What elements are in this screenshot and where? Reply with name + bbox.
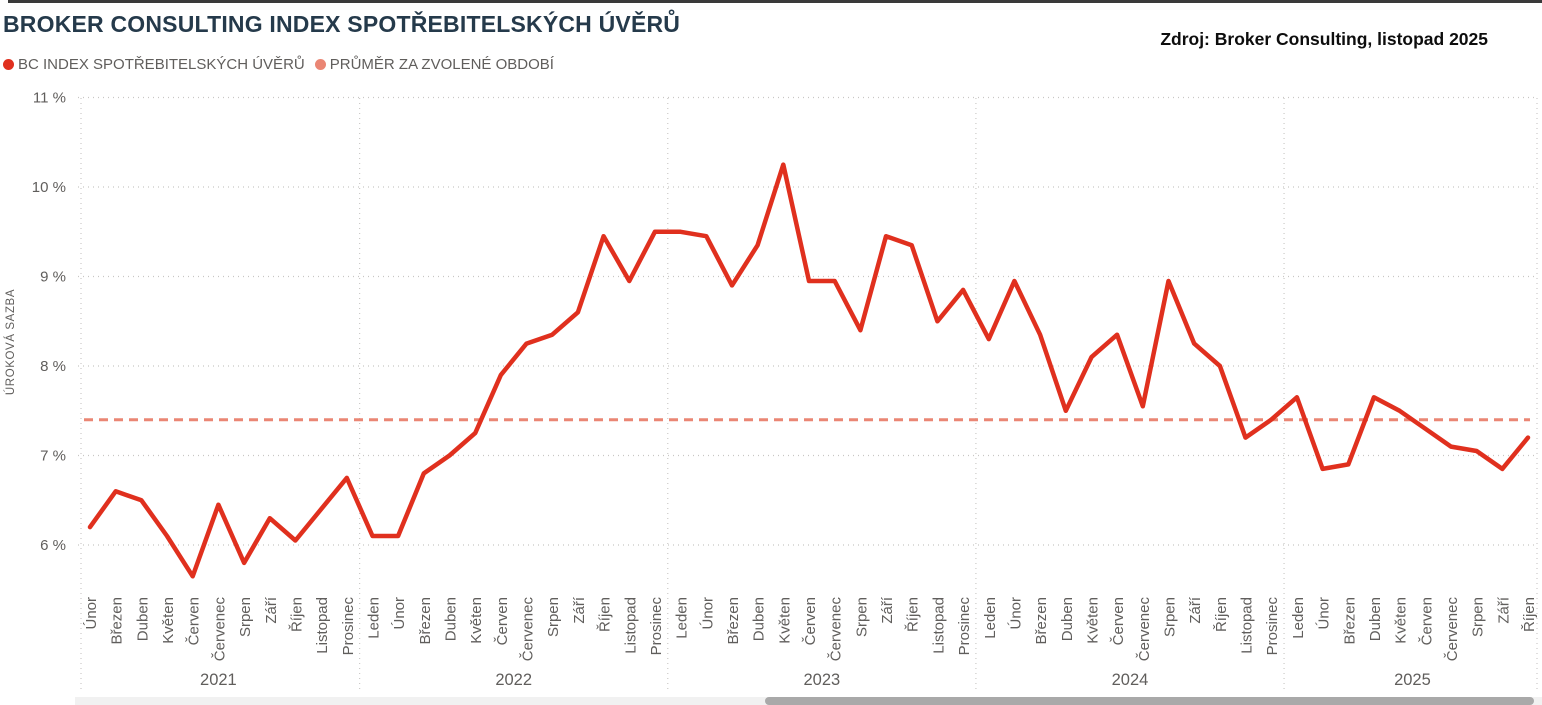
x-axis-month-label: Červen <box>802 597 819 645</box>
x-axis-year-label: 2022 <box>495 671 532 689</box>
x-axis-month-label: Červen <box>494 597 511 645</box>
index-series-line[interactable] <box>87 162 1531 579</box>
x-axis-year-label: 2021 <box>200 671 237 689</box>
y-axis-tick-label: 9 % <box>40 269 66 286</box>
x-axis-month-label: Březen <box>417 597 434 645</box>
x-axis-month-label: Květen <box>468 597 485 644</box>
chart-title: BROKER CONSULTING INDEX SPOTŘEBITELSKÝCH… <box>3 11 681 37</box>
x-axis-month-label: Prosinec <box>1264 597 1281 656</box>
x-axis-month-label: Září <box>879 596 896 624</box>
x-axis-month-label: Září <box>1187 596 1204 624</box>
legend-item-1[interactable]: PRŮMĚR ZA ZVOLENÉ OBDOBÍ <box>314 56 554 73</box>
x-axis-month-label: Leden <box>982 597 999 639</box>
y-axis-tick-label: 8 % <box>40 358 66 375</box>
x-axis-month-label: Leden <box>1290 597 1307 639</box>
x-axis-month-label: Březen <box>1033 597 1050 645</box>
x-axis-month-label: Duben <box>134 597 151 641</box>
legend-item-0[interactable]: BC INDEX SPOTŘEBITELSKÝCH ÚVĚRŮ <box>3 56 305 73</box>
x-axis-month-label: Duben <box>1367 597 1384 641</box>
x-axis-month-label: Listopad <box>622 597 639 654</box>
horizontal-scrollbar-thumb[interactable] <box>765 697 1534 705</box>
x-axis-month-label: Březen <box>725 597 742 645</box>
x-axis-month-label: Listopad <box>1239 597 1256 654</box>
x-axis-month-label: Květen <box>160 597 177 644</box>
x-axis-year-label: 2024 <box>1112 671 1149 689</box>
x-axis-month-label: Říjen <box>1213 597 1230 632</box>
x-axis-month-label: Září <box>263 596 280 624</box>
x-axis-month-label: Červenec <box>1444 597 1461 662</box>
x-axis-month-label: Prosinec <box>648 597 665 656</box>
x-axis-month-label: Srpen <box>853 597 870 637</box>
legend-dot-icon <box>3 59 14 70</box>
x-axis-month-label: Červen <box>186 597 203 645</box>
x-axis-month-label: Prosinec <box>956 597 973 656</box>
y-axis-title: ÚROKOVÁ SAZBA <box>4 289 17 395</box>
x-axis-month-label: Leden <box>366 597 383 639</box>
x-axis-month-label: Leden <box>674 597 691 639</box>
x-axis-month-label: Červenec <box>520 597 537 662</box>
x-axis-month-label: Září <box>571 596 588 624</box>
legend-label: BC INDEX SPOTŘEBITELSKÝCH ÚVĚRŮ <box>18 56 305 73</box>
x-axis-month-label: Březen <box>1341 597 1358 645</box>
x-axis-month-label: Únor <box>391 597 408 630</box>
x-axis-month-label: Únor <box>1007 597 1024 630</box>
x-axis-month-label: Duben <box>751 597 768 641</box>
horizontal-scrollbar-track[interactable] <box>75 697 1542 705</box>
x-axis-month-label: Červen <box>1418 597 1435 645</box>
x-axis-month-label: Srpen <box>545 597 562 637</box>
x-axis-month-label: Říjen <box>905 597 922 632</box>
x-axis-month-label: Prosinec <box>340 597 357 656</box>
x-axis-month-label: Listopad <box>930 597 947 654</box>
x-axis-month-label: Duben <box>443 597 460 641</box>
x-axis-month-label: Říjen <box>288 597 305 632</box>
legend-label: PRŮMĚR ZA ZVOLENÉ OBDOBÍ <box>329 56 554 73</box>
x-axis-month-label: Únor <box>699 597 716 630</box>
x-axis-month-label: Listopad <box>314 597 331 654</box>
x-axis-month-label: Říjen <box>1521 597 1538 632</box>
x-axis-month-label: Červenec <box>1136 597 1153 662</box>
x-axis-month-label: Květen <box>776 597 793 644</box>
x-axis-month-label: Květen <box>1085 597 1102 644</box>
legend: BC INDEX SPOTŘEBITELSKÝCH ÚVĚRŮ PRŮMĚR ZA… <box>3 56 554 73</box>
x-axis-month-label: Červenec <box>211 597 228 662</box>
x-axis-month-label: Říjen <box>597 597 614 632</box>
legend-dot-icon <box>314 59 326 70</box>
x-axis-month-label: Květen <box>1393 597 1410 644</box>
y-axis-tick-label: 7 % <box>40 448 66 465</box>
y-axis-tick-label: 10 % <box>32 179 66 196</box>
x-axis-month-label: Srpen <box>1162 597 1179 637</box>
x-axis-year-label: 2023 <box>803 671 840 689</box>
source-attribution: Zdroj: Broker Consulting, listopad 2025 <box>1160 29 1488 49</box>
x-axis-month-label: Únor <box>1316 597 1333 630</box>
x-axis-month-label: Březen <box>109 597 126 645</box>
x-axis-month-label: Září <box>1495 596 1512 624</box>
x-axis-month-label: Srpen <box>1470 597 1487 637</box>
x-axis-month-label: Únor <box>83 597 100 630</box>
x-axis-month-label: Duben <box>1059 597 1076 641</box>
x-axis-month-label: Červen <box>1110 597 1127 645</box>
y-axis-tick-label: 11 % <box>33 90 66 107</box>
card-top-border <box>8 0 1542 3</box>
x-axis-year-label: 2025 <box>1394 671 1431 689</box>
y-axis-tick-label: 6 % <box>40 537 66 554</box>
x-axis-month-label: Srpen <box>237 597 254 637</box>
x-axis-month-label: Červenec <box>828 597 845 662</box>
